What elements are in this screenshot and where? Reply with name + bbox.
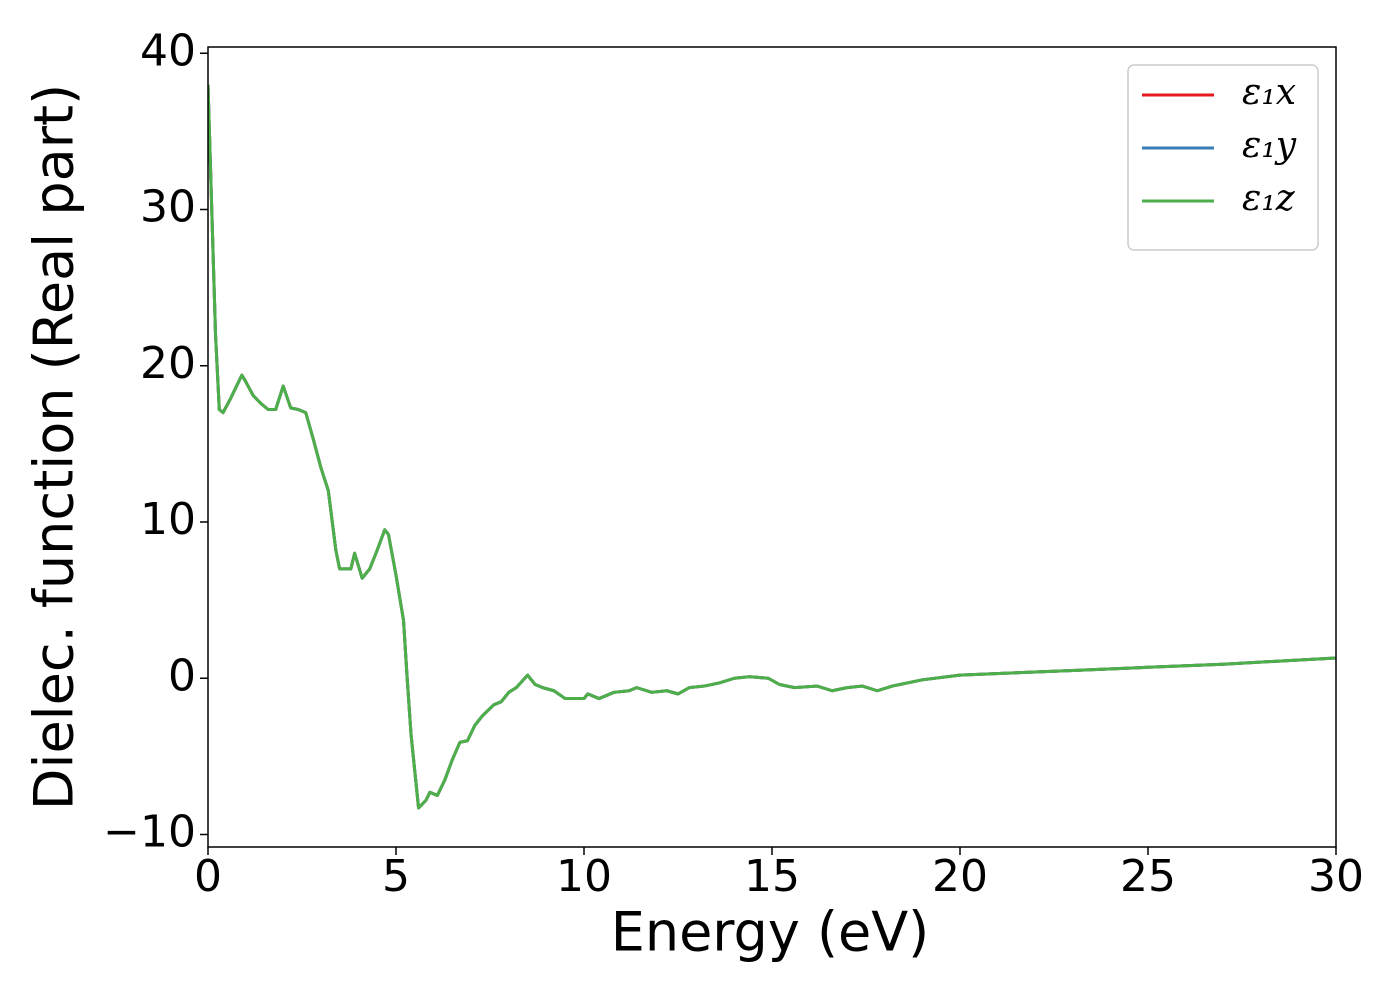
x-tick-label: 10 xyxy=(556,851,612,902)
y-tick-label: −10 xyxy=(103,807,196,858)
legend-label: ε₁z xyxy=(1242,178,1296,219)
x-tick-label: 20 xyxy=(932,851,988,902)
legend-label: ε₁y xyxy=(1242,125,1297,166)
data-line xyxy=(208,84,1336,810)
x-axis-label: Energy (eV) xyxy=(611,901,930,964)
plot-frame xyxy=(207,46,1337,848)
legend-label: ε₁x xyxy=(1242,72,1296,113)
x-tick-label: 15 xyxy=(744,851,800,902)
x-tick-label: 30 xyxy=(1308,851,1364,902)
y-axis-label: Dielec. function (Real part) xyxy=(23,84,86,810)
x-tick-label: 25 xyxy=(1120,851,1176,902)
y-tick-label: 30 xyxy=(140,182,196,233)
y-tick-label: 10 xyxy=(140,494,196,545)
y-tick-label: 20 xyxy=(140,338,196,389)
x-tick-label: 0 xyxy=(194,851,222,902)
y-tick-label: 40 xyxy=(140,25,196,76)
legend-box xyxy=(1127,64,1319,251)
y-tick-label: 0 xyxy=(168,650,196,701)
x-tick-label: 5 xyxy=(382,851,410,902)
